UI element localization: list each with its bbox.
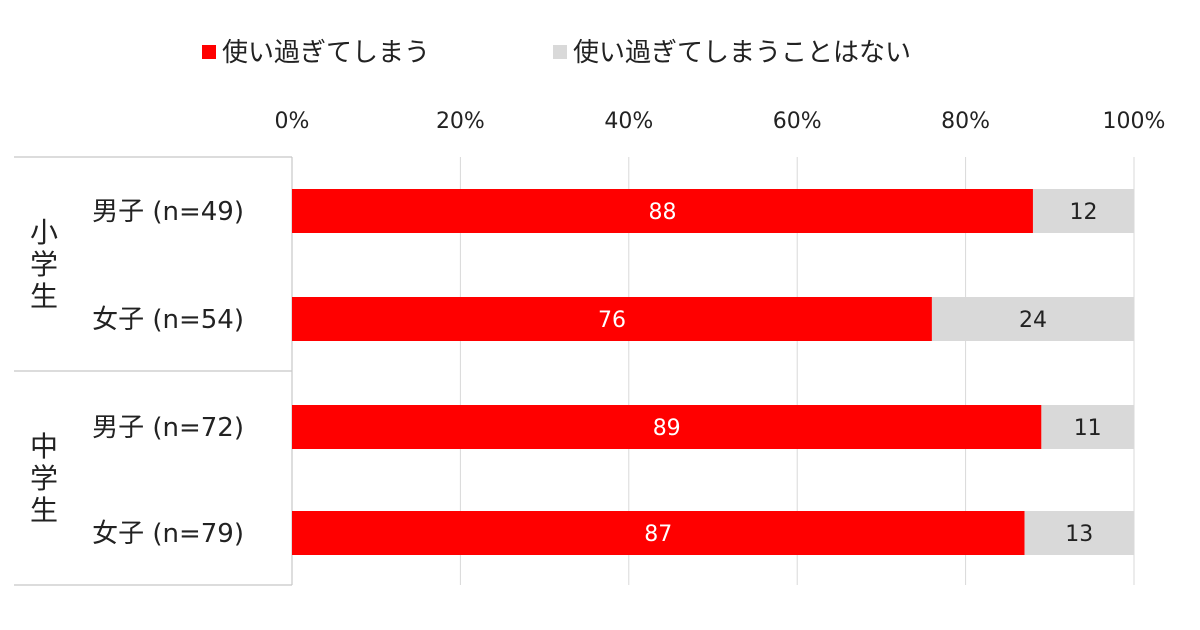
bar-no-overuse xyxy=(1024,511,1134,555)
x-axis-ticks: 0% 20% 40% 60% 80% 100% xyxy=(275,109,1166,134)
category-label: 女子 (n=79) xyxy=(92,519,244,549)
x-tick-label: 20% xyxy=(436,109,485,134)
data-label: 88 xyxy=(648,200,676,225)
x-tick-label: 40% xyxy=(604,109,653,134)
legend-label: 使い過ぎてしまう xyxy=(222,38,430,68)
category-label: 女子 (n=54) xyxy=(92,305,244,335)
bar-overuse xyxy=(292,297,932,341)
x-tick-label: 80% xyxy=(941,109,990,134)
data-label: 24 xyxy=(1019,308,1047,333)
x-tick-label: 60% xyxy=(773,109,822,134)
data-label: 12 xyxy=(1069,200,1097,225)
category-label: 男子 (n=72) xyxy=(92,413,244,443)
group-label: 中学生 xyxy=(30,430,58,527)
bar-overuse xyxy=(292,405,1042,449)
data-label: 76 xyxy=(598,308,626,333)
legend: 使い過ぎてしまう 使い過ぎてしまうことはない xyxy=(202,38,911,68)
x-tick-label: 100% xyxy=(1103,109,1166,134)
category-labels: 男子 (n=49) 女子 (n=54) 男子 (n=72) 女子 (n=79) xyxy=(92,197,244,549)
bar-overuse xyxy=(292,511,1025,555)
bar-no-overuse xyxy=(1032,189,1134,233)
bar-no-overuse xyxy=(1041,405,1134,449)
legend-swatch xyxy=(202,45,216,59)
data-label: 11 xyxy=(1074,416,1102,441)
data-label: 13 xyxy=(1065,522,1093,547)
data-label: 89 xyxy=(653,416,681,441)
x-tick-label: 0% xyxy=(275,109,310,134)
category-label: 男子 (n=49) xyxy=(92,197,244,227)
legend-label: 使い過ぎてしまうことはない xyxy=(573,38,911,68)
bar-overuse xyxy=(292,189,1033,233)
legend-swatch xyxy=(553,45,567,59)
data-label: 87 xyxy=(644,522,672,547)
group-label: 小学生 xyxy=(30,216,58,313)
bars: 88 12 76 24 89 11 87 13 xyxy=(292,189,1134,555)
bar-no-overuse xyxy=(931,297,1134,341)
